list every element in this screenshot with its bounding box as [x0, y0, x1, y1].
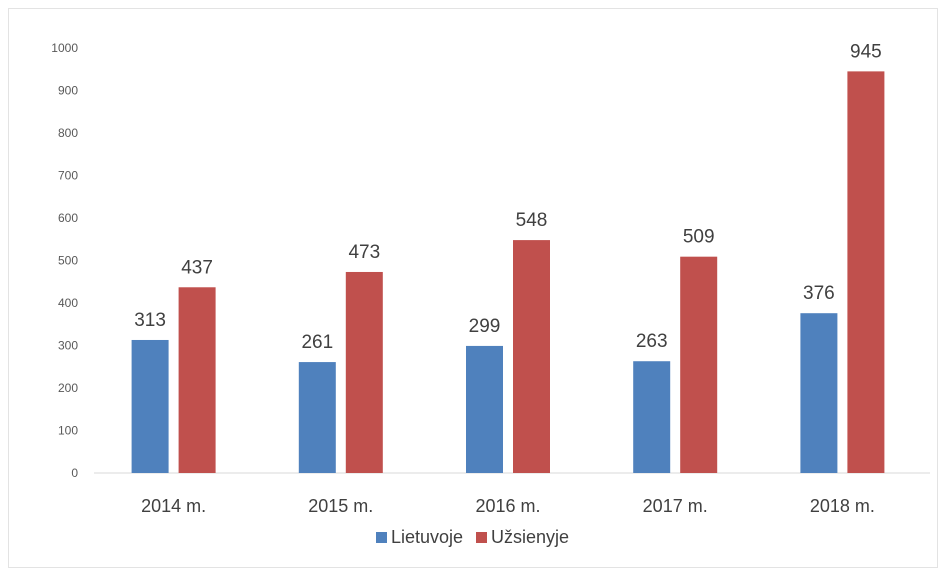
x-tick-label: 2014 m.	[141, 496, 206, 516]
bar-lietuvoje	[131, 339, 169, 473]
data-label: 473	[348, 242, 380, 263]
legend-label: Lietuvoje	[391, 527, 463, 547]
y-tick-label: 600	[58, 211, 78, 225]
data-label: 261	[301, 332, 333, 353]
data-label: 376	[803, 283, 835, 304]
y-tick-label: 200	[58, 381, 78, 395]
legend-swatch	[476, 532, 487, 543]
bar-uzsienyje	[178, 287, 216, 473]
y-tick-label: 800	[58, 126, 78, 140]
data-label: 263	[636, 331, 668, 352]
legend-swatch	[376, 532, 387, 543]
bar-uzsienyje	[680, 256, 718, 473]
y-tick-label: 700	[58, 169, 78, 183]
data-label: 299	[469, 316, 501, 337]
data-label: 945	[850, 41, 882, 62]
y-tick-label: 900	[58, 84, 78, 98]
bar-lietuvoje	[633, 361, 671, 473]
bars-group	[131, 71, 885, 473]
data-label: 548	[516, 210, 548, 231]
x-tick-label: 2017 m.	[643, 496, 708, 516]
x-tick-label: 2018 m.	[810, 496, 875, 516]
bar-uzsienyje	[513, 240, 550, 473]
data-label: 313	[134, 310, 166, 331]
data-label: 509	[683, 227, 715, 248]
y-tick-label: 400	[58, 296, 78, 310]
y-tick-label: 0	[71, 466, 78, 480]
y-tick-label: 1000	[51, 41, 78, 55]
x-axis: 2014 m. 2015 m. 2016 m. 2017 m. 2018 m.	[141, 496, 875, 516]
chart-frame	[8, 8, 938, 568]
x-tick-label: 2015 m.	[308, 496, 373, 516]
y-axis: 0 100 200 300 400 500 600 700 800 900 1000	[51, 41, 78, 480]
data-label: 437	[181, 257, 213, 278]
x-tick-label: 2016 m.	[475, 496, 540, 516]
bar-uzsienyje	[847, 71, 885, 473]
data-labels-group: 313 437 261 473 299 548 263 509 376 945	[134, 41, 882, 353]
legend: Lietuvoje Užsienyje	[376, 527, 569, 547]
y-tick-label: 500	[58, 254, 78, 268]
legend-label: Užsienyje	[491, 527, 569, 547]
bar-lietuvoje	[466, 345, 503, 473]
bar-lietuvoje	[800, 313, 838, 473]
bar-uzsienyje	[345, 271, 383, 473]
y-tick-label: 300	[58, 339, 78, 353]
y-tick-label: 100	[58, 424, 78, 438]
bar-lietuvoje	[298, 362, 336, 473]
